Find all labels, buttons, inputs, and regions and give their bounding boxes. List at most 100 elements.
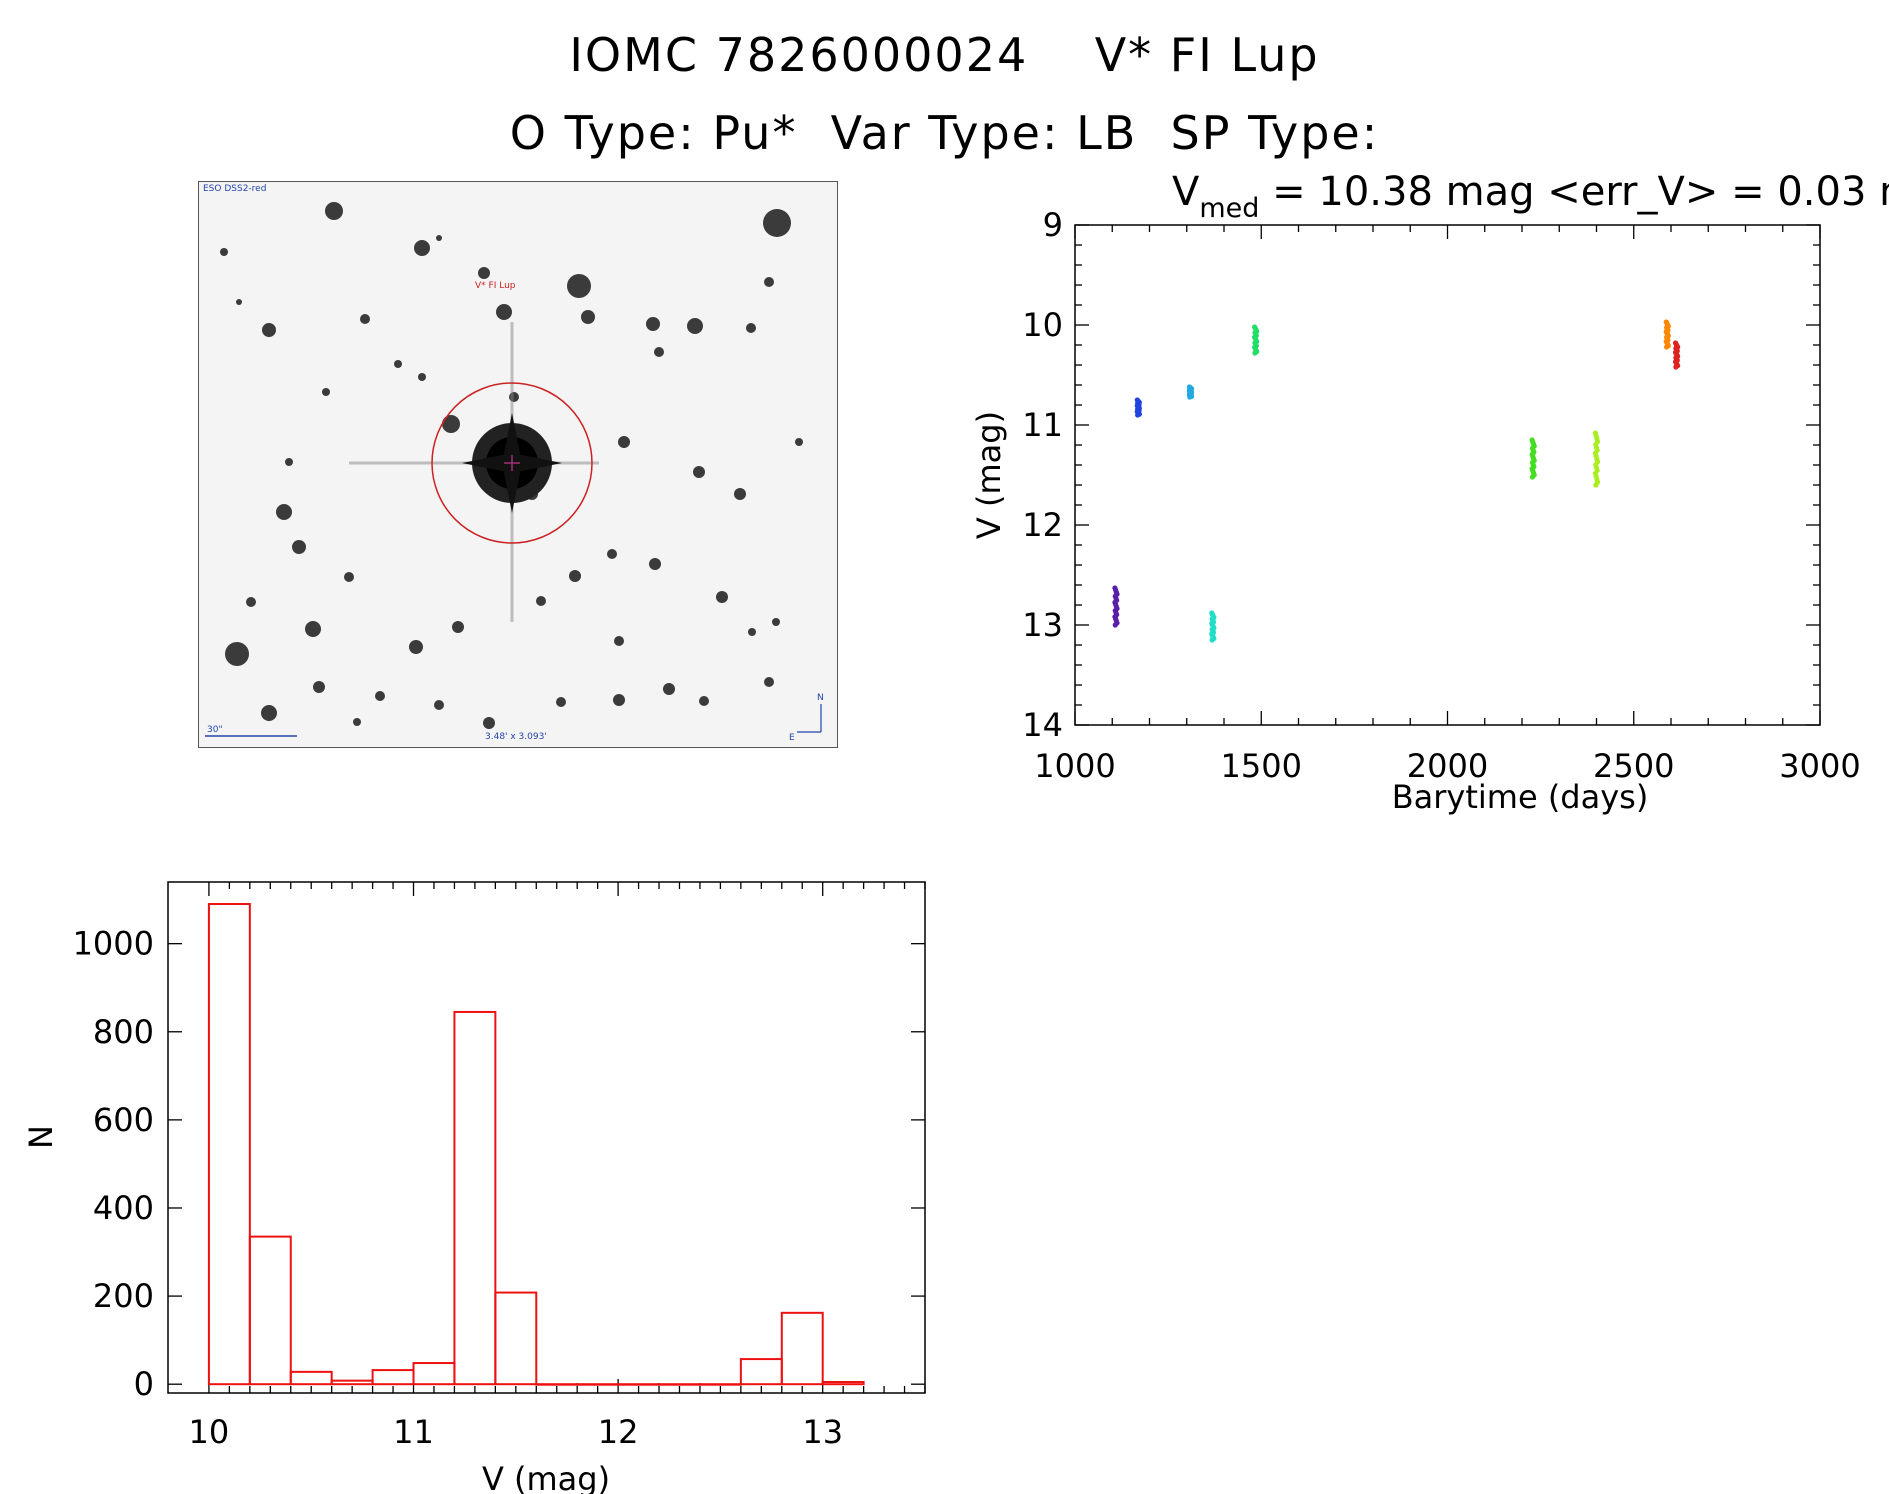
star bbox=[687, 318, 703, 334]
star bbox=[409, 640, 423, 654]
star bbox=[434, 700, 444, 710]
star bbox=[322, 388, 330, 396]
star bbox=[693, 466, 705, 478]
light-curve-ticks: 1000 1500 2000 2500 3000 9 10 11 12 13 14 bbox=[1022, 206, 1860, 785]
target-label: V* FI Lup bbox=[475, 281, 516, 291]
star bbox=[418, 373, 426, 381]
star bbox=[613, 694, 625, 706]
star bbox=[360, 314, 370, 324]
star bbox=[607, 549, 617, 559]
histogram-bar bbox=[576, 1383, 620, 1386]
data-point bbox=[1209, 637, 1215, 643]
star bbox=[716, 591, 728, 603]
star bbox=[478, 267, 490, 279]
size-label: 3.48' x 3.093' bbox=[485, 732, 547, 742]
light-curve-series-g8 bbox=[1663, 319, 1671, 350]
light-curve-series-g4 bbox=[1209, 610, 1217, 643]
data-point bbox=[1252, 350, 1258, 356]
star bbox=[262, 323, 276, 337]
star bbox=[663, 683, 675, 695]
x-tick-label: 11 bbox=[393, 1413, 434, 1451]
data-point bbox=[1135, 412, 1141, 418]
histogram-ticks: 10 11 12 13 0 200 400 600 800 1000 bbox=[73, 882, 926, 1451]
data-point bbox=[1529, 474, 1536, 480]
star bbox=[325, 202, 343, 220]
star bbox=[614, 636, 624, 646]
y-tick-label: 11 bbox=[1022, 406, 1063, 444]
histogram-bar bbox=[494, 1291, 538, 1386]
histogram-ylabel: N bbox=[22, 1125, 60, 1149]
y-tick-label: 9 bbox=[1043, 206, 1063, 244]
star bbox=[556, 697, 566, 707]
star bbox=[414, 240, 430, 256]
star bbox=[699, 696, 709, 706]
x-tick-label: 1500 bbox=[1221, 747, 1302, 785]
x-tick-label: 13 bbox=[802, 1413, 843, 1451]
histogram-bar bbox=[658, 1383, 701, 1386]
star bbox=[236, 299, 242, 305]
star bbox=[452, 621, 464, 633]
y-tick-label: 800 bbox=[93, 1013, 154, 1051]
star bbox=[496, 304, 512, 320]
star bbox=[536, 596, 546, 606]
histogram-bar bbox=[780, 1311, 824, 1386]
histogram-bar bbox=[739, 1358, 783, 1386]
light-curve-points bbox=[1112, 319, 1681, 643]
histogram-bar bbox=[330, 1379, 374, 1386]
star bbox=[483, 717, 495, 729]
y-tick-label: 10 bbox=[1022, 306, 1063, 344]
data-point bbox=[1663, 344, 1670, 350]
data-point bbox=[1593, 482, 1599, 488]
chart-subtitle: O Type: Pu* Var Type: LB SP Type: bbox=[509, 106, 1380, 160]
x-tick-label: 3000 bbox=[1779, 747, 1860, 785]
star bbox=[436, 235, 442, 241]
histogram-bar bbox=[289, 1370, 333, 1386]
histogram-bar bbox=[248, 1235, 292, 1386]
data-point bbox=[1112, 622, 1118, 628]
star bbox=[746, 323, 756, 333]
histogram-bar bbox=[821, 1380, 865, 1386]
star bbox=[220, 248, 228, 256]
x-tick-label: 12 bbox=[598, 1413, 639, 1451]
x-tick-label: 2000 bbox=[1407, 747, 1488, 785]
x-tick-label: 1000 bbox=[1034, 747, 1115, 785]
light-curve-series-g6 bbox=[1529, 437, 1537, 480]
y-tick-label: 400 bbox=[93, 1189, 154, 1227]
star bbox=[567, 274, 591, 298]
star bbox=[276, 504, 292, 520]
light-curve-series-g5 bbox=[1252, 324, 1260, 356]
star bbox=[748, 628, 756, 636]
star bbox=[442, 415, 460, 433]
star bbox=[772, 618, 780, 626]
star bbox=[795, 438, 803, 446]
star bbox=[581, 310, 595, 324]
star bbox=[225, 642, 249, 666]
light-curve-series-g2 bbox=[1134, 397, 1142, 418]
y-tick-label: 200 bbox=[93, 1277, 154, 1315]
star bbox=[764, 677, 774, 687]
star bbox=[285, 458, 293, 466]
chart-title: IOMC 7826000024 V* FI Lup bbox=[569, 28, 1320, 82]
finder-chart-image: ESO DSS2-red V* FI Lup 30" 3.48' x 3.093… bbox=[198, 181, 838, 748]
data-point bbox=[1673, 364, 1679, 370]
star bbox=[649, 558, 661, 570]
light-curve-series-g3 bbox=[1186, 384, 1195, 400]
x-tick-label: 10 bbox=[189, 1413, 230, 1451]
star bbox=[654, 347, 664, 357]
y-tick-label: 0 bbox=[134, 1365, 154, 1403]
histogram-plot-frame bbox=[167, 881, 926, 1394]
x-tick-label: 2500 bbox=[1593, 747, 1674, 785]
star bbox=[305, 621, 321, 637]
light-curve-series-g1 bbox=[1112, 585, 1120, 628]
histogram-bar bbox=[371, 1369, 415, 1386]
histogram-bars bbox=[207, 903, 865, 1386]
histogram-bar bbox=[535, 1383, 579, 1386]
star bbox=[292, 540, 306, 554]
histogram-bar bbox=[207, 903, 251, 1386]
finder-chart-canvas bbox=[205, 202, 822, 737]
target-circle bbox=[431, 382, 593, 544]
star bbox=[246, 597, 256, 607]
star bbox=[375, 691, 385, 701]
survey-label: ESO DSS2-red bbox=[203, 184, 267, 194]
